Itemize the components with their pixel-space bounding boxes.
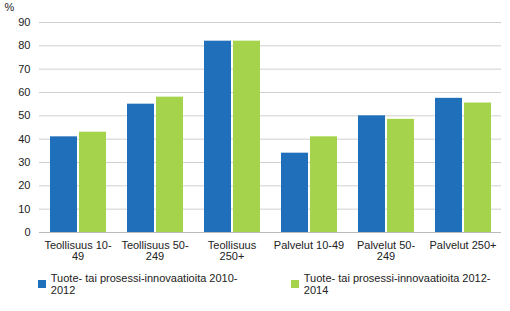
svg-text:Teollisuus 50-249: Teollisuus 50-249 [121, 239, 189, 262]
svg-text:80: 80 [18, 39, 30, 51]
svg-text:20: 20 [18, 179, 30, 191]
svg-text:70: 70 [18, 63, 30, 75]
svg-text:50: 50 [18, 109, 30, 121]
svg-text:%: % [5, 1, 15, 13]
svg-text:30: 30 [18, 156, 30, 168]
html-text:Tuote- tai prosessi-innovaatio: Tuote- tai prosessi-innovaatioita 2010-2… [50, 272, 238, 296]
html-text:Tuote- tai prosessi-innovaatio: Tuote- tai prosessi-innovaatioita 2012-2… [303, 272, 491, 296]
svg-text:90: 90 [18, 16, 30, 28]
svg-text:10: 10 [18, 203, 30, 215]
svg-text:Palvelut 250+: Palvelut 250+ [430, 239, 497, 251]
svg-text:0: 0 [24, 226, 30, 238]
svg-text:Palvelut 50-249: Palvelut 50-249 [357, 239, 415, 262]
svg-text:40: 40 [18, 133, 30, 145]
svg-text:Palvelut 10-49: Palvelut 10-49 [274, 239, 344, 251]
svg-text:Teollisuus250+: Teollisuus250+ [208, 239, 257, 262]
svg-text:60: 60 [18, 86, 30, 98]
svg-text:Teollisuus 10-49: Teollisuus 10-49 [44, 239, 112, 262]
